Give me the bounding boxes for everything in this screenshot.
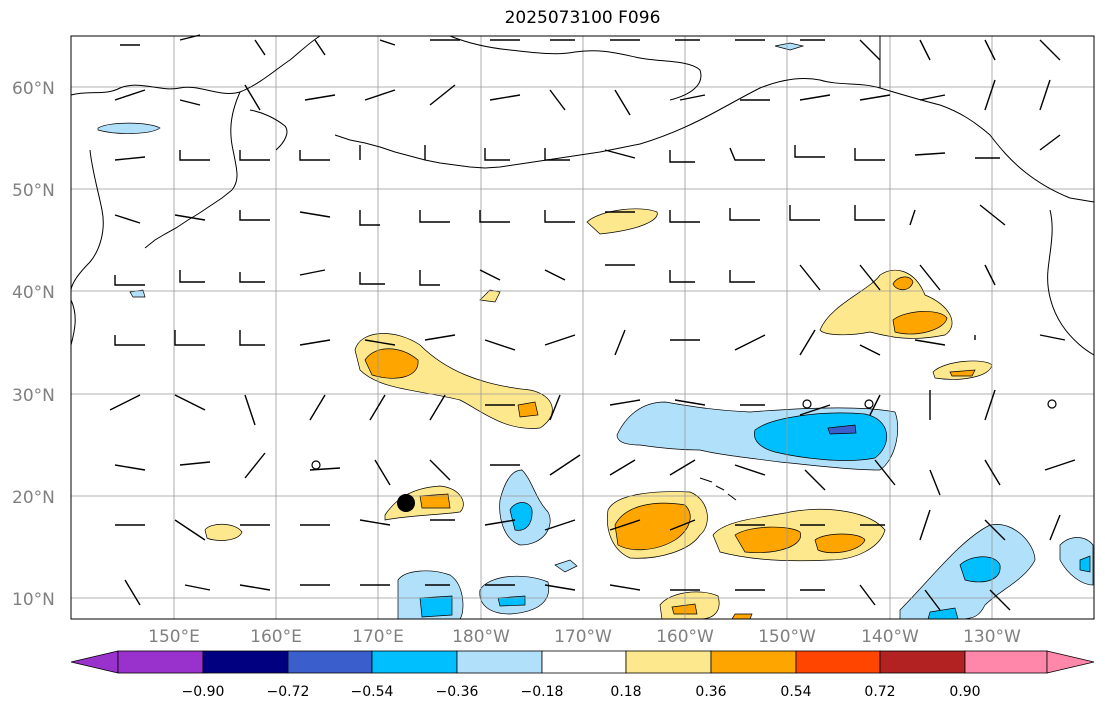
negative-anomaly-area: [959, 556, 1001, 583]
positive-anomaly-area: [419, 493, 451, 509]
hawaii-islands: [699, 477, 737, 501]
lon-label: 170°E: [352, 627, 404, 647]
negative-anomaly-area: [827, 424, 857, 435]
colorbar-tick: −0.54: [351, 684, 394, 700]
calm-circle: [864, 399, 874, 409]
calm-circle: [311, 460, 321, 470]
lon-label: 160°W: [656, 627, 714, 647]
lat-label: 10°N: [12, 590, 55, 610]
positive-anomaly-area: [204, 523, 243, 541]
positive-anomaly-area: [614, 502, 691, 551]
lon-label: 150°E: [148, 627, 200, 647]
positive-anomaly-area: [731, 613, 753, 620]
colorbar-segment: [202, 650, 289, 674]
colorbar: [70, 650, 1095, 674]
canada-coastline: [1047, 209, 1095, 356]
colorbar-extend-high: [1046, 650, 1095, 674]
colorbar-tick: −0.36: [436, 684, 479, 700]
colorbar-segment: [541, 650, 627, 674]
colorbar-tick: 0.18: [610, 684, 641, 700]
map-title: 2025073100 F096: [504, 8, 661, 28]
colorbar-segment: [117, 650, 204, 674]
colorbar-segment: [710, 650, 797, 674]
colorbar-segment: [964, 650, 1048, 674]
lon-label: 150°W: [758, 627, 816, 647]
positive-anomaly-area: [949, 369, 976, 377]
lon-label: 140°W: [861, 627, 919, 647]
negative-anomaly-area: [479, 575, 550, 615]
negative-anomaly-area: [97, 122, 161, 134]
positive-anomaly-area: [517, 401, 539, 418]
positive-anomaly-area: [586, 208, 658, 235]
longitude-labels: 150°E 160°E 170°E 180°W 170°W 160°W 150°…: [148, 627, 1021, 647]
colorbar-segment: [625, 650, 712, 674]
storm-position-marker: [397, 494, 415, 512]
negative-anomaly-area: [509, 502, 533, 531]
lat-label: 60°N: [12, 79, 55, 99]
calm-circle: [1047, 399, 1057, 409]
kamchatka-coastline: [230, 91, 288, 191]
lat-label: 40°N: [12, 283, 55, 303]
colorbar-segment: [287, 650, 373, 674]
calm-circle: [802, 399, 812, 409]
kuril-islands: [144, 189, 233, 249]
negative-anomaly-area: [419, 595, 453, 618]
colorbar-segment: [795, 650, 881, 674]
coastlines: [70, 35, 1095, 501]
colorbar-tick: 0.54: [780, 684, 811, 700]
colorbar-segment: [371, 650, 458, 674]
negative-anomaly-area: [497, 595, 526, 607]
lat-label: 30°N: [12, 386, 55, 406]
latitude-labels: 60°N 50°N 40°N 30°N 20°N 10°N: [12, 79, 55, 610]
colorbar-tick: −0.72: [267, 684, 310, 700]
gridlines: [71, 36, 1094, 619]
negative-anomaly-area: [1059, 537, 1094, 586]
negative-anomaly-area: [774, 42, 805, 51]
negative-anomaly-area: [554, 559, 578, 573]
colorbar-tick: −0.90: [182, 684, 225, 700]
calm-markers: [311, 399, 1057, 470]
colorbar-tick: 0.72: [864, 684, 895, 700]
lon-label: 170°W: [554, 627, 612, 647]
positive-anomaly-area: [671, 603, 698, 615]
lon-label: 160°E: [250, 627, 302, 647]
map-panel: [70, 34, 1095, 620]
positive-anomaly-area: [814, 533, 866, 554]
lat-label: 20°N: [12, 488, 55, 508]
colorbar-tick-labels: −0.90 −0.72 −0.54 −0.36 −0.18 0.18 0.36 …: [182, 684, 981, 700]
sakhalin-japan-coastline: [70, 149, 104, 346]
bering-coastline: [449, 35, 702, 101]
asia-coastline: [70, 35, 321, 96]
colorbar-tick: 0.36: [695, 684, 726, 700]
positive-anomaly-area: [892, 276, 914, 291]
positive-anomaly-area: [734, 526, 801, 553]
colorbar-segment: [456, 650, 543, 674]
positive-anomaly-area: [892, 311, 948, 335]
colorbar-extend-low: [70, 650, 119, 674]
aleutian-islands: [334, 134, 641, 169]
lon-label: 180°W: [452, 627, 510, 647]
positive-anomaly-area: [479, 289, 501, 303]
colorbar-tick: −0.18: [521, 684, 564, 700]
colorbar-tick: 0.90: [949, 684, 980, 700]
lat-label: 50°N: [12, 181, 55, 201]
negative-anomaly-area: [1079, 555, 1091, 573]
wind-barbs: [109, 34, 1076, 611]
colorbar-segment: [879, 650, 966, 674]
lon-label: 130°W: [963, 627, 1021, 647]
